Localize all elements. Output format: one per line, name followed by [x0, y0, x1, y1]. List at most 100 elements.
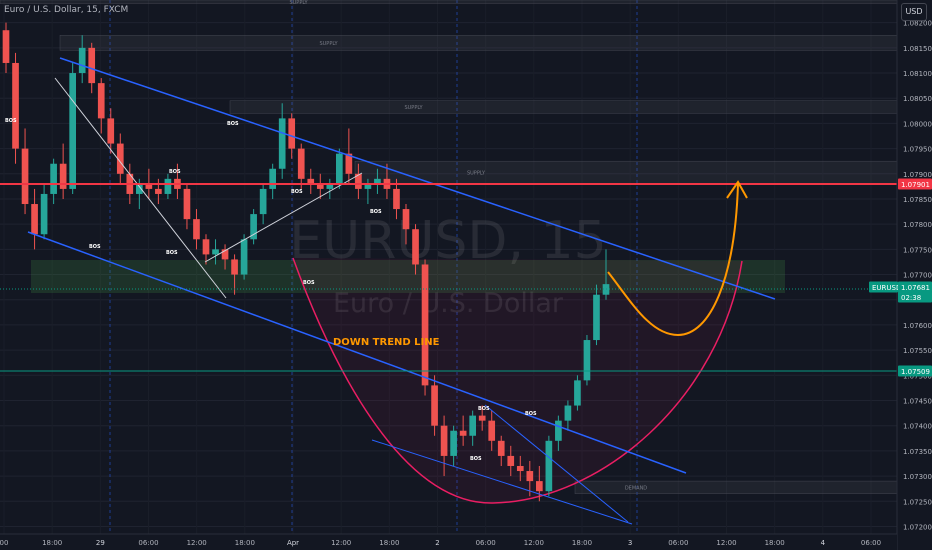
time-tick-label: 4	[821, 539, 826, 547]
zone-label: SUPPLY	[319, 41, 338, 47]
candle-body	[450, 430, 457, 456]
highlight-zone	[31, 260, 785, 293]
time-tick-label: 18:00	[235, 539, 255, 547]
bos-label: BOS	[169, 169, 181, 175]
time-tick-label: 12:00	[331, 539, 351, 547]
zone-label: SUPPLY	[289, 0, 308, 6]
candle-body	[231, 259, 238, 275]
candle-body	[564, 405, 572, 421]
time-tick-label: 06:00	[668, 539, 688, 547]
candle-body	[12, 62, 19, 149]
projection-arrowhead	[726, 180, 748, 199]
candle-body	[431, 385, 438, 426]
candle-body	[593, 294, 600, 341]
time-tick-label: 3	[628, 539, 632, 547]
supply-demand-zones: SUPPLY SUPPLY SUPPLY SUPPLY DEMAND	[0, 0, 898, 494]
candle-body	[497, 440, 505, 456]
bos-label: BOS	[291, 189, 303, 195]
watermark-name: Euro / U.S. Dollar	[333, 288, 564, 319]
candle-body	[326, 183, 334, 189]
price-label-badge	[898, 291, 932, 303]
candle-body	[164, 178, 172, 194]
candle-body	[574, 380, 581, 406]
candle-body	[555, 420, 562, 441]
wedge-line-lower	[371, 439, 633, 525]
candle-body	[507, 455, 515, 466]
price-axis[interactable]: 1.08200 1.08150 1.08100 1.08050 1.08000 1.079…	[869, 0, 932, 550]
price-label-badge	[869, 281, 898, 293]
watermark-symbol: EURUSD, 15	[289, 211, 606, 271]
candle-body	[364, 183, 372, 189]
candle-body	[2, 30, 10, 63]
candle-body	[155, 188, 162, 194]
candle-body	[50, 163, 57, 194]
projection-arrow	[607, 183, 739, 337]
watermark: EURUSD, 15 Euro / U.S. Dollar	[289, 211, 606, 319]
candle-body	[316, 183, 324, 189]
time-tick-label: 18:00	[765, 539, 785, 547]
trendline-white-1	[54, 77, 227, 299]
price-tick-label: 1.08100	[903, 70, 932, 78]
candle-body	[78, 47, 86, 74]
channel-lower-line	[27, 231, 687, 474]
candle-body	[545, 440, 553, 492]
candle-body	[183, 188, 191, 220]
zone-box	[0, 0, 898, 4]
bos-label: BOS	[470, 456, 482, 462]
candle-body	[250, 214, 257, 240]
candle-body	[516, 465, 524, 472]
candle-body	[374, 178, 381, 184]
candle-body	[269, 168, 276, 189]
zone-label: SUPPLY	[404, 105, 423, 111]
price-tick-label: 1.07600	[903, 322, 932, 330]
price-tick-label: 1.08200	[903, 20, 932, 28]
candle-body	[221, 249, 229, 260]
price-label-text: 1.07509	[901, 368, 930, 376]
price-tick-label: 1.07700	[903, 272, 932, 280]
time-tick-label: 06:00	[476, 539, 496, 547]
candle-body	[478, 415, 486, 421]
candle-body	[412, 229, 419, 265]
candle-body	[116, 143, 124, 174]
price-axis-ticks: 1.08200 1.08150 1.08100 1.08050 1.08000 1.079…	[903, 20, 932, 532]
candle-body	[297, 148, 305, 179]
price-tick-label: 1.07250	[903, 498, 932, 506]
price-tick-label: 1.07350	[903, 448, 932, 456]
candle-body	[488, 420, 496, 441]
price-tick-label: 1.08150	[903, 45, 932, 53]
price-label-text: 1.07681	[901, 284, 930, 292]
price-label-badge	[898, 178, 932, 190]
chart-labels: DOWN TREND LINE BOS BOS BOS BOS BOS BOS …	[5, 118, 537, 462]
candle-body	[459, 430, 467, 436]
price-label-text: EURUSD	[872, 284, 901, 292]
price-tick-label: 1.07300	[903, 473, 932, 481]
candle-body	[69, 73, 76, 189]
price-tick-label: 1.07900	[903, 171, 932, 179]
zone-box	[229, 100, 898, 114]
time-axis[interactable]: 00 18:00 29 06:00 12:00 18:00 Apr 12:00 18:00 2 06…	[0, 533, 897, 550]
price-tick-label: 1.07550	[903, 347, 932, 355]
candle-body	[440, 425, 448, 456]
zone-box	[574, 480, 898, 494]
bos-label: BOS	[303, 280, 315, 286]
trendline-white-2	[204, 172, 363, 263]
bos-label: BOS	[227, 121, 239, 127]
candle-body	[212, 249, 219, 255]
price-tick-label: 1.07750	[903, 246, 932, 254]
candle-body	[240, 239, 248, 275]
price-label-text: 02:38	[901, 294, 921, 302]
candle-body	[40, 193, 48, 235]
bos-label: BOS	[478, 406, 490, 412]
price-tick-label: 1.07850	[903, 196, 932, 204]
time-tick-label: 29	[96, 539, 105, 547]
candle-body	[259, 188, 267, 215]
zone-box	[59, 35, 898, 51]
currency-button[interactable]: USD	[901, 3, 927, 21]
candle-body	[59, 163, 67, 189]
candle-body	[202, 239, 210, 255]
zone-label: DEMAND	[625, 485, 647, 491]
bos-label: BOS	[525, 411, 537, 417]
candle-body	[88, 47, 96, 84]
time-tick-label: 2	[435, 539, 439, 547]
